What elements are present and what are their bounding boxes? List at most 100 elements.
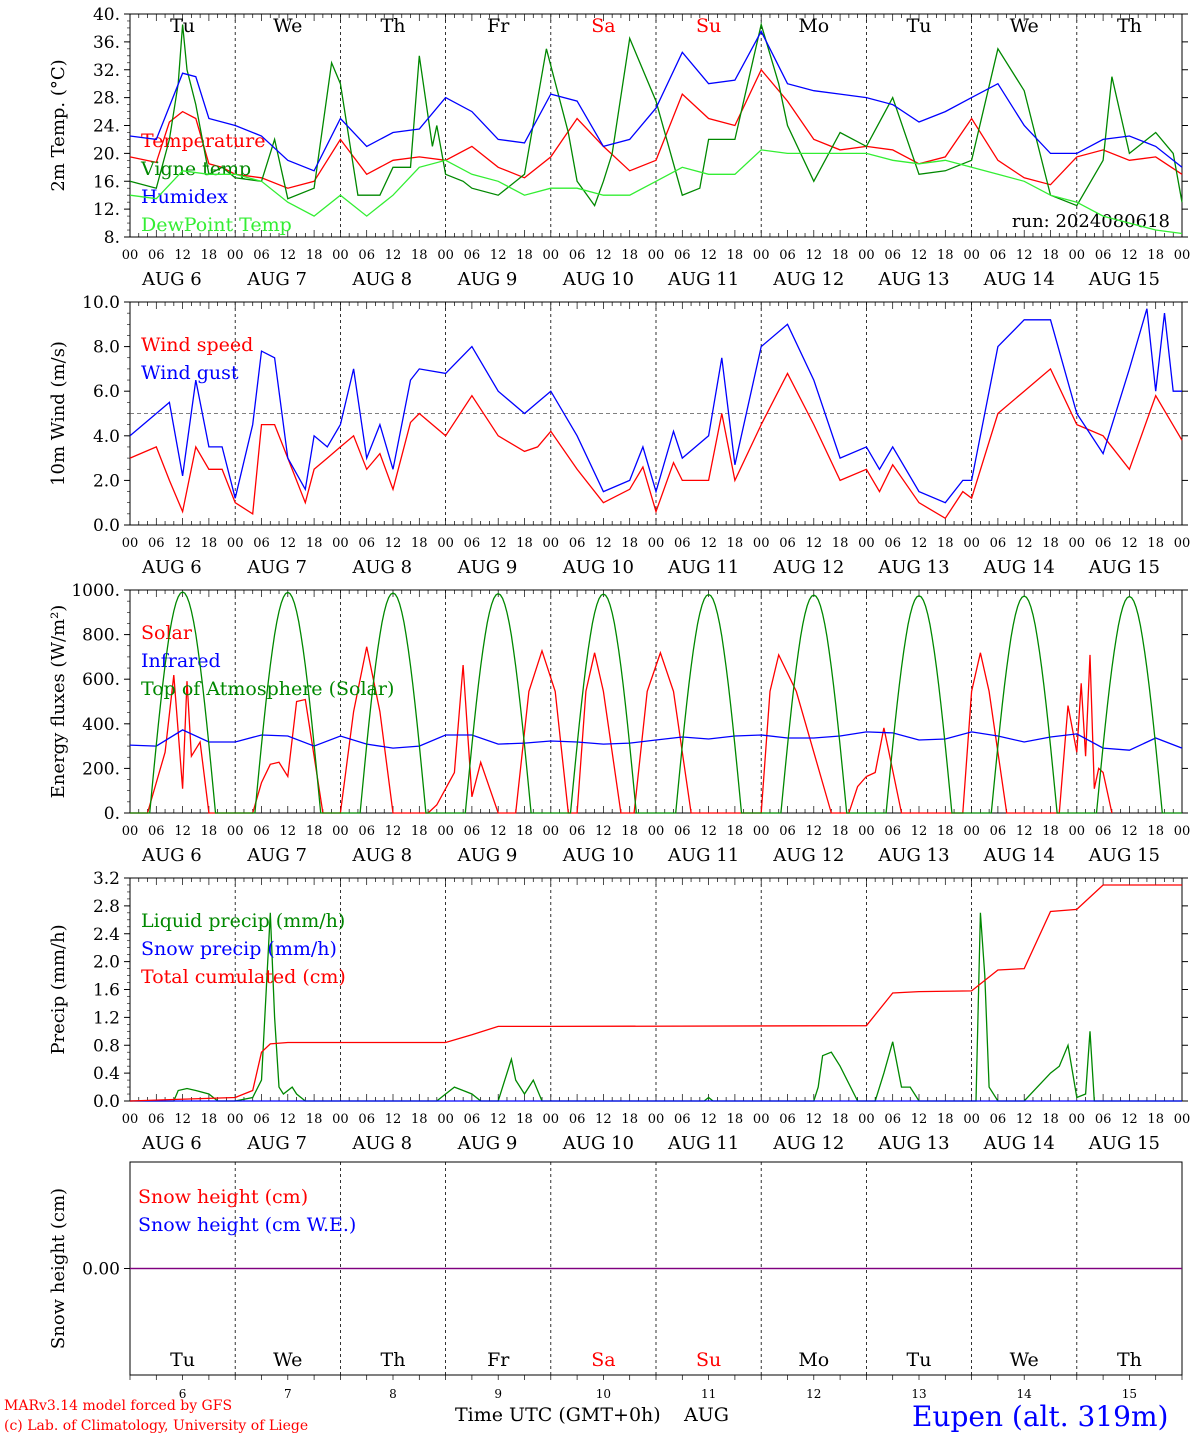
wind-y-tick-label: 6.0 xyxy=(93,382,120,402)
temp-hour-label: 00 xyxy=(543,248,560,263)
flux-hour-label: 12 xyxy=(806,824,823,839)
wind-hour-label: 12 xyxy=(911,536,928,551)
temp-hour-label: 12 xyxy=(1016,248,1033,263)
precip-hour-label: 12 xyxy=(490,1112,507,1127)
temp-hour-label: 06 xyxy=(148,248,165,263)
temp-hour-label: 12 xyxy=(806,248,823,263)
temp-hour-label: 00 xyxy=(753,248,770,263)
temp-hour-label: 18 xyxy=(411,248,428,263)
precip-hour-label: 00 xyxy=(753,1112,770,1127)
wind-hour-label: 12 xyxy=(174,536,191,551)
wind-hour-label: 12 xyxy=(595,536,612,551)
temp-hour-label: 12 xyxy=(700,248,717,263)
wind-hour-label: 00 xyxy=(543,536,560,551)
station-label: Eupen (alt. 319m) xyxy=(912,1400,1169,1433)
temp-date-label: AUG 14 xyxy=(983,269,1055,290)
snow-day-number: 11 xyxy=(701,1387,716,1401)
flux-hour-label: 18 xyxy=(1042,824,1059,839)
precip-hour-label: 18 xyxy=(937,1112,954,1127)
wind-date-label: AUG 15 xyxy=(1088,557,1160,578)
flux-hour-label: 06 xyxy=(674,824,691,839)
temp-y-tick-label: 8. xyxy=(104,228,120,248)
flux-date-label: AUG 7 xyxy=(246,845,307,866)
wind-y-tick-label: 2.0 xyxy=(93,471,120,491)
temp-y-tick-label: 28. xyxy=(93,89,120,109)
weekday-label: Th xyxy=(1117,15,1142,37)
wind-date-label: AUG 10 xyxy=(562,557,634,578)
precip-hour-label: 18 xyxy=(516,1112,533,1127)
weekday-label: Mo xyxy=(798,15,829,37)
precip-legend-2: Total cumulated (cm) xyxy=(141,966,346,988)
temp-hour-label: 06 xyxy=(674,248,691,263)
wind-y-tick-label: 10.0 xyxy=(82,293,120,313)
temp-hour-label: 18 xyxy=(516,248,533,263)
precip-hour-label: 12 xyxy=(700,1112,717,1127)
flux-hour-label: 00 xyxy=(437,824,454,839)
temp-hour-label: 00 xyxy=(858,248,875,263)
temp-hour-label: 18 xyxy=(727,248,744,263)
flux-series-solar xyxy=(130,646,1113,814)
temp-hour-label: 06 xyxy=(1095,248,1112,263)
snow-day-number: 6 xyxy=(179,1387,187,1401)
flux-hour-label: 18 xyxy=(937,824,954,839)
flux-hour-label: 18 xyxy=(411,824,428,839)
wind-hour-label: 06 xyxy=(1095,536,1112,551)
snow-day-number: 15 xyxy=(1122,1387,1137,1401)
wind-hour-label: 18 xyxy=(411,536,428,551)
temp-y-tick-label: 40. xyxy=(93,5,120,25)
wind-hour-label: 12 xyxy=(490,536,507,551)
precip-hour-label: 00 xyxy=(648,1112,665,1127)
temp-hour-label: 12 xyxy=(174,248,191,263)
flux-hour-label: 00 xyxy=(332,824,349,839)
temp-hour-label: 18 xyxy=(1147,248,1164,263)
wind-hour-label: 12 xyxy=(1016,536,1033,551)
precip-hour-label: 00 xyxy=(332,1112,349,1127)
temp-hour-label: 12 xyxy=(490,248,507,263)
temp-hour-label: 12 xyxy=(385,248,402,263)
temp-hour-label: 18 xyxy=(621,248,638,263)
snow-weekday-label: Su xyxy=(696,1349,721,1371)
flux-y-tick-label: 600. xyxy=(82,670,120,690)
flux-hour-label: 18 xyxy=(201,824,218,839)
temp-hour-label: 00 xyxy=(332,248,349,263)
wind-y-axis-label: 10m Wind (m/s) xyxy=(48,341,69,486)
temp-y-axis-label: 2m Temp. (°C) xyxy=(48,59,69,191)
wind-date-label: AUG 12 xyxy=(772,557,844,578)
temp-hour-label: 06 xyxy=(779,248,796,263)
precip-hour-label: 12 xyxy=(1016,1112,1033,1127)
weekday-label: Fr xyxy=(487,15,510,37)
temp-date-label: AUG 12 xyxy=(772,269,844,290)
precip-legend-0: Liquid precip (mm/h) xyxy=(141,910,345,932)
wind-hour-label: 00 xyxy=(753,536,770,551)
flux-hour-label: 00 xyxy=(648,824,665,839)
temp-legend-2: Humidex xyxy=(141,186,228,208)
wind-hour-label: 18 xyxy=(1147,536,1164,551)
flux-hour-label: 12 xyxy=(1016,824,1033,839)
flux-hour-label: 00 xyxy=(227,824,244,839)
precip-hour-label: 06 xyxy=(148,1112,165,1127)
precip-date-label: AUG 12 xyxy=(772,1133,844,1154)
wind-series-wind-gust xyxy=(129,308,1182,504)
wind-hour-label: 00 xyxy=(648,536,665,551)
snow-y-axis-label: Snow height (cm) xyxy=(48,1188,69,1349)
wind-hour-label: 00 xyxy=(437,536,454,551)
precip-hour-label: 12 xyxy=(174,1112,191,1127)
flux-hour-label: 12 xyxy=(595,824,612,839)
flux-hour-label: 12 xyxy=(911,824,928,839)
wind-hour-label: 06 xyxy=(884,536,901,551)
precip-date-label: AUG 9 xyxy=(457,1133,518,1154)
flux-y-tick-label: 400. xyxy=(82,715,120,735)
temp-hour-label: 06 xyxy=(990,248,1007,263)
precip-hour-label: 18 xyxy=(411,1112,428,1127)
precip-hour-label: 18 xyxy=(201,1112,218,1127)
flux-date-label: AUG 6 xyxy=(141,845,202,866)
wind-hour-label: 18 xyxy=(1042,536,1059,551)
wind-hour-label: 06 xyxy=(779,536,796,551)
precip-hour-label: 18 xyxy=(1147,1112,1164,1127)
wind-hour-label: 00 xyxy=(963,536,980,551)
temp-hour-label: 18 xyxy=(832,248,849,263)
flux-date-label: AUG 10 xyxy=(562,845,634,866)
temp-hour-label: 00 xyxy=(227,248,244,263)
snow-day-number: 7 xyxy=(284,1387,292,1401)
